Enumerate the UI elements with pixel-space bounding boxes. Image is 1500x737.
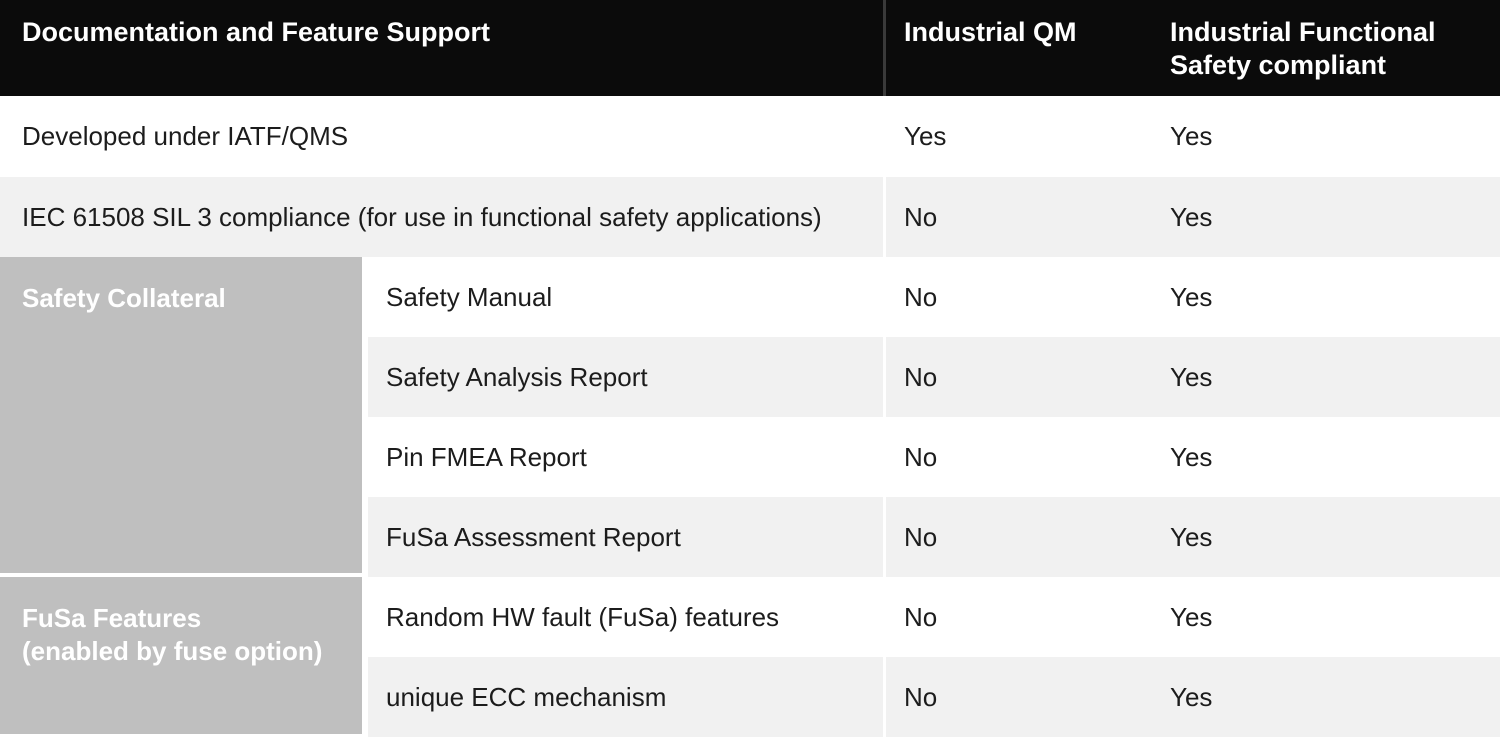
- feature-cell: Random HW fault (FuSa) features: [386, 601, 780, 632]
- feature-cell: IEC 61508 SIL 3 compliance (for use in f…: [0, 177, 883, 257]
- fusa-value-cell: Yes: [1153, 177, 1500, 257]
- qm-value-cell: No: [886, 497, 1153, 577]
- header-industrial-qm-column: Industrial QM: [886, 0, 1153, 96]
- row-group-safety-collateral: Safety Collateral: [0, 257, 362, 577]
- qm-value-cell: No: [886, 177, 1153, 257]
- qm-value-cell: No: [904, 441, 938, 472]
- qm-value-cell: No: [886, 657, 1153, 737]
- feature-cell: Developed under IATF/QMS: [22, 121, 349, 151]
- feature-cell: unique ECC mechanism: [368, 657, 883, 737]
- group-label-line: Safety Collateral: [22, 283, 226, 313]
- group-label-line: (enabled by fuse option): [22, 636, 323, 666]
- qm-value-cell: Yes: [904, 121, 947, 151]
- fusa-value-cell: Yes: [1170, 121, 1213, 151]
- qm-value-cell: No: [904, 601, 938, 632]
- header-feature-column: Documentation and Feature Support: [0, 0, 883, 96]
- feature-cell: FuSa Assessment Report: [368, 497, 883, 577]
- header-industrial-functional-safety-column: Industrial Functional Safety compliant: [1153, 0, 1500, 96]
- header-column-divider: [883, 0, 886, 96]
- fusa-value-cell: Yes: [1153, 337, 1500, 417]
- fusa-value-cell: Yes: [1170, 441, 1213, 472]
- fusa-value-cell: Yes: [1153, 497, 1500, 577]
- qm-value-cell: No: [904, 281, 938, 312]
- fusa-value-cell: Yes: [1170, 601, 1213, 632]
- feature-cell: Safety Analysis Report: [368, 337, 883, 417]
- qm-value-cell: No: [886, 337, 1153, 417]
- group-label-line: FuSa Features: [22, 603, 202, 633]
- row-group-fusa-features: FuSa Features (enabled by fuse option): [0, 577, 362, 737]
- fusa-value-cell: Yes: [1153, 657, 1500, 737]
- feature-cell: Safety Manual: [386, 281, 553, 312]
- feature-cell: Pin FMEA Report: [386, 441, 587, 472]
- fusa-value-cell: Yes: [1170, 281, 1213, 312]
